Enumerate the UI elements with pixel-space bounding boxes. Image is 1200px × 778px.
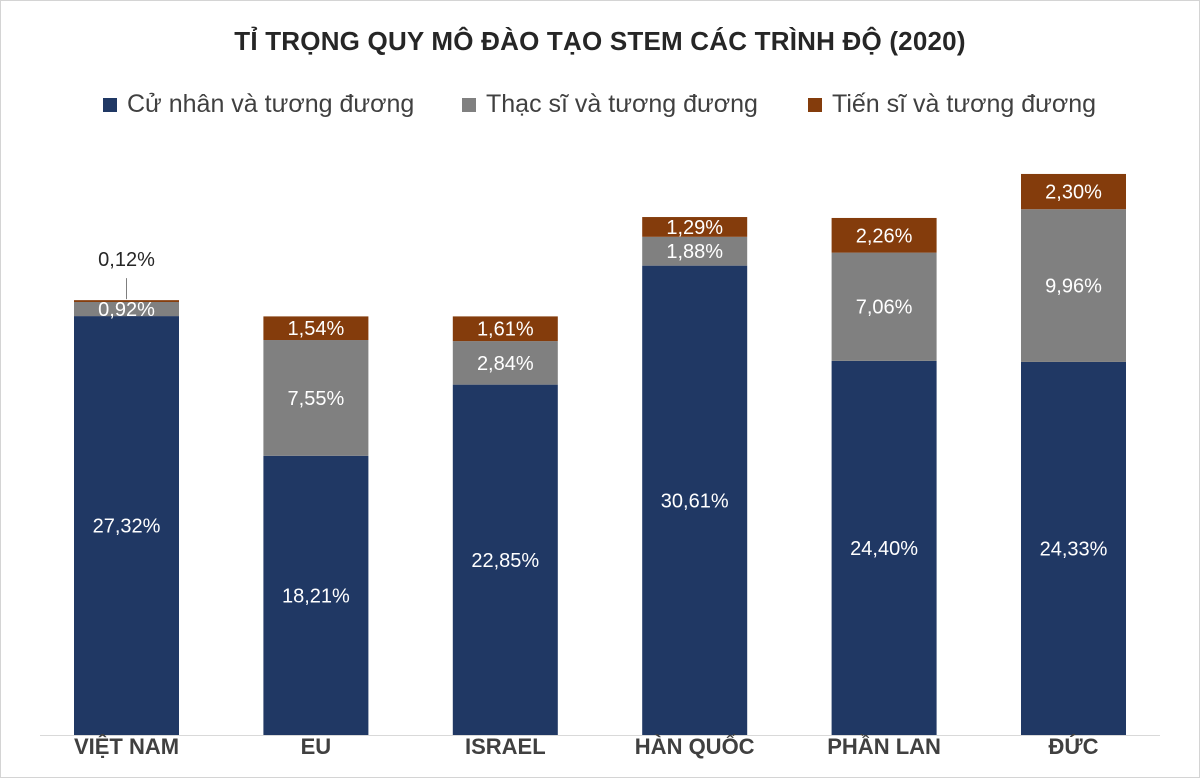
data-label-bachelor-1: 18,21%	[282, 585, 350, 607]
chart-title: TỈ TRỌNG QUY MÔ ĐÀO TẠO STEM CÁC TRÌNH Đ…	[234, 26, 966, 56]
category-label-4: PHẦN LAN	[827, 734, 941, 759]
data-label-phd-1: 1,54%	[288, 318, 345, 340]
data-label-bachelor-0: 27,32%	[93, 516, 161, 538]
legend-item-phd: Tiến sĩ và tương đương	[808, 90, 1096, 119]
data-label-phd-5: 2,30%	[1045, 182, 1102, 204]
bar-master-5	[1021, 209, 1126, 362]
legend-swatch-phd	[808, 97, 822, 112]
bar-master-0	[74, 301, 179, 317]
data-label-phd-0: 0,12%	[98, 249, 155, 271]
data-label-bachelor-2: 22,85%	[471, 550, 539, 572]
legend-swatch-master	[462, 97, 476, 112]
category-label-3: HÀN QUỐC	[635, 733, 755, 759]
bar-phd-5	[1021, 173, 1126, 210]
data-label-phd-4: 2,26%	[856, 225, 913, 247]
data-label-master-5: 9,96%	[1045, 276, 1102, 298]
data-label-phd-3: 1,29%	[666, 217, 723, 239]
data-label-master-0: 0,92%	[98, 299, 155, 321]
bar-phd-2	[452, 316, 558, 342]
bar-bachelor-2	[452, 384, 558, 735]
data-label-master-4: 7,06%	[856, 297, 913, 319]
legend-label-bachelor: Cử nhân và tương đương	[127, 90, 415, 118]
chart-legend: Cử nhân và tương đương Thạc sĩ và tương …	[0, 90, 1200, 122]
bar-master-4	[831, 252, 937, 361]
category-label-0: VIỆT NAM	[74, 734, 179, 759]
data-label-bachelor-4: 24,40%	[850, 538, 918, 560]
legend-swatch-bachelor	[103, 97, 117, 112]
legend-item-master: Thạc sĩ và tương đương	[462, 90, 758, 119]
data-label-bachelor-5: 24,33%	[1040, 538, 1108, 560]
bar-bachelor-5	[1021, 361, 1126, 735]
category-label-2: ISRAEL	[465, 734, 546, 759]
bar-bachelor-4	[831, 360, 937, 735]
data-label-phd-2: 1,61%	[477, 319, 534, 341]
legend-item-bachelor: Cử nhân và tương đương	[103, 90, 414, 119]
legend-label-phd: Tiến sĩ và tương đương	[832, 90, 1097, 118]
legend-label-master: Thạc sĩ và tương đương	[486, 90, 758, 118]
bar-phd-0	[74, 300, 179, 302]
data-label-master-1: 7,55%	[288, 388, 345, 410]
bar-bachelor-1	[263, 455, 369, 735]
category-label-5: ĐỨC	[1048, 734, 1098, 759]
bar-master-2	[452, 341, 558, 385]
category-label-1: EU	[301, 734, 332, 759]
bar-master-3	[642, 236, 748, 266]
bar-master-1	[263, 340, 369, 456]
data-label-master-3: 1,88%	[666, 241, 723, 263]
bar-bachelor-0	[74, 316, 179, 735]
bar-phd-4	[831, 217, 937, 253]
data-label-master-2: 2,84%	[477, 353, 534, 375]
data-label-bachelor-3: 30,61%	[661, 490, 729, 512]
bar-bachelor-3	[642, 265, 748, 735]
bar-phd-3	[642, 217, 748, 237]
bar-phd-1	[263, 316, 369, 341]
